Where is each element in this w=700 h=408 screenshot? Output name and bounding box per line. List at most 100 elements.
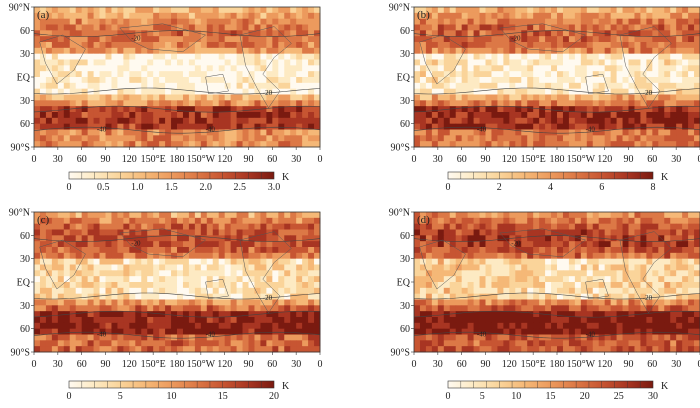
heatmap-cell: [254, 230, 260, 236]
heatmap-cell: [629, 7, 635, 13]
heatmap-cell: [670, 340, 676, 346]
heatmap-cell: [117, 100, 123, 106]
x-tick-label: 180: [170, 154, 185, 165]
heatmap-cell: [551, 212, 557, 218]
heatmap-cell: [629, 329, 635, 335]
heatmap-cell: [165, 235, 171, 241]
heatmap-cell: [296, 71, 302, 77]
heatmap-cell: [486, 282, 492, 288]
heatmap-cell: [670, 106, 676, 112]
heatmap-cell: [76, 329, 82, 335]
heatmap-cell: [611, 83, 617, 89]
heatmap-cell: [474, 60, 480, 66]
heatmap-cell: [302, 323, 308, 329]
heatmap-cell: [432, 247, 438, 253]
heatmap-cell: [652, 141, 658, 147]
x-tick-label: 150°W: [187, 359, 216, 370]
heatmap-cell: [640, 83, 646, 89]
heatmap-cell: [426, 253, 432, 259]
heatmap-cell: [658, 124, 664, 130]
heatmap-cell: [159, 212, 165, 218]
heatmap-cell: [153, 54, 159, 60]
heatmap-cell: [195, 259, 201, 265]
heatmap-cell: [575, 340, 581, 346]
heatmap-cell: [189, 329, 195, 335]
heatmap-cell: [106, 247, 112, 253]
heatmap-cell: [314, 106, 320, 112]
heatmap-cell: [296, 276, 302, 282]
heatmap-cell: [46, 335, 52, 341]
heatmap-cell: [521, 141, 527, 147]
y-tick-label: 30: [20, 49, 30, 60]
heatmap-cell: [545, 282, 551, 288]
heatmap-cell: [450, 317, 456, 323]
heatmap-cell: [106, 130, 112, 136]
heatmap-cell: [491, 71, 497, 77]
heatmap-cell: [486, 7, 492, 13]
heatmap-cell: [575, 77, 581, 83]
heatmap-cell: [670, 305, 676, 311]
heatmap-cell: [260, 130, 266, 136]
heatmap-cell: [462, 230, 468, 236]
heatmap-cell: [278, 218, 284, 224]
heatmap-cell: [527, 340, 533, 346]
heatmap-cell: [563, 83, 569, 89]
heatmap-cell: [147, 36, 153, 42]
heatmap-cell: [201, 118, 207, 124]
heatmap-cell: [587, 13, 593, 19]
heatmap-cell: [563, 95, 569, 101]
heatmap-cell: [314, 42, 320, 48]
heatmap-cell: [587, 100, 593, 106]
heatmap-cell: [658, 100, 664, 106]
heatmap-cell: [569, 305, 575, 311]
heatmap-cell: [64, 224, 70, 230]
heatmap-cell: [106, 141, 112, 147]
heatmap-cell: [88, 65, 94, 71]
heatmap-cell: [207, 13, 213, 19]
heatmap-cell: [456, 335, 462, 341]
heatmap-cell: [420, 230, 426, 236]
heatmap-cell: [266, 247, 272, 253]
heatmap-cell: [557, 300, 563, 306]
heatmap-cell: [617, 340, 623, 346]
heatmap-cell: [225, 288, 231, 294]
heatmap-cell: [688, 253, 694, 259]
heatmap-cell: [658, 83, 664, 89]
heatmap-cell: [581, 83, 587, 89]
heatmap-cell: [497, 7, 503, 13]
heatmap-cell: [82, 241, 88, 247]
heatmap-cell: [456, 83, 462, 89]
heatmap-cell: [414, 48, 420, 54]
heatmap-cell: [503, 218, 509, 224]
heatmap-cell: [486, 60, 492, 66]
heatmap-cell: [58, 106, 64, 112]
heatmap-cell: [135, 124, 141, 130]
heatmap-cell: [652, 13, 658, 19]
heatmap-cell: [243, 265, 249, 271]
y-tick-label: 30: [400, 49, 410, 60]
heatmap-cell: [497, 241, 503, 247]
heatmap-cell: [456, 235, 462, 241]
heatmap-cell: [254, 346, 260, 352]
heatmap-cell: [88, 112, 94, 118]
heatmap-cell: [34, 95, 40, 101]
heatmap-cell: [527, 42, 533, 48]
heatmap-cell: [414, 65, 420, 71]
heatmap-cell: [623, 7, 629, 13]
heatmap-cell: [64, 265, 70, 271]
heatmap-cell: [64, 60, 70, 66]
heatmap-cell: [575, 95, 581, 101]
heatmap-cell: [171, 36, 177, 42]
heatmap-cell: [147, 259, 153, 265]
heatmap-cell: [652, 241, 658, 247]
heatmap-cell: [272, 241, 278, 247]
heatmap-cell: [432, 112, 438, 118]
heatmap-cell: [314, 300, 320, 306]
heatmap-cell: [658, 218, 664, 224]
heatmap-cell: [177, 335, 183, 341]
heatmap-cell: [694, 100, 700, 106]
heatmap-cell: [290, 270, 296, 276]
heatmap-cell: [70, 230, 76, 236]
heatmap-cell: [231, 230, 237, 236]
heatmap-cell: [414, 241, 420, 247]
